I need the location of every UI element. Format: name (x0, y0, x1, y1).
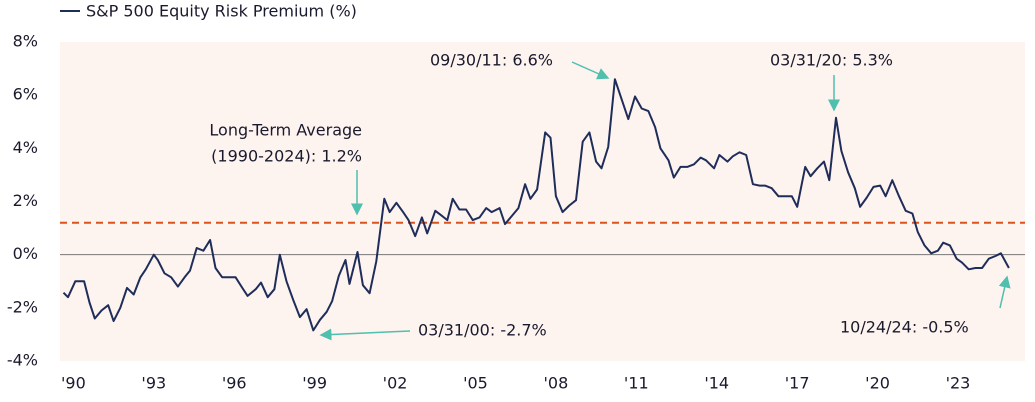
series-line (62, 78, 1010, 332)
x-tick-label: '05 (463, 374, 488, 393)
annotation-arrow (998, 275, 1011, 309)
y-tick-label: 4% (13, 138, 38, 157)
y-tick-label: -4% (7, 351, 38, 370)
annotation-arrow (319, 328, 411, 341)
x-tick-label: '23 (946, 374, 971, 393)
annotation: 09/30/11: 6.6% (430, 51, 553, 70)
x-tick-label: '93 (141, 374, 166, 393)
annotation: Long-Term Average (209, 121, 362, 140)
x-tick-label: '20 (865, 374, 890, 393)
y-tick-label: -2% (7, 297, 38, 316)
y-tick-label: 8% (13, 32, 38, 51)
annotation-arrow (571, 61, 610, 80)
annotation: (1990-2024): 1.2% (211, 147, 362, 166)
y-tick-label: 6% (13, 85, 38, 104)
y-tick-label: 2% (13, 191, 38, 210)
x-tick-label: '17 (785, 374, 810, 393)
x-tick-label: '90 (61, 374, 86, 393)
x-tick-label: '11 (624, 374, 649, 393)
annotation: 10/24/24: -0.5% (840, 318, 969, 337)
x-tick-label: '14 (704, 374, 729, 393)
plot-background (60, 42, 1025, 361)
y-tick-label: 0% (13, 244, 38, 263)
x-tick-label: '99 (302, 374, 327, 393)
annotation: 03/31/00: -2.7% (418, 321, 547, 340)
x-tick-label: '08 (544, 374, 569, 393)
x-tick-label: '96 (222, 374, 247, 393)
annotation: 03/31/20: 5.3% (770, 51, 893, 70)
x-tick-label: '02 (383, 374, 408, 393)
legend-label: S&P 500 Equity Risk Premium (%) (86, 2, 357, 21)
